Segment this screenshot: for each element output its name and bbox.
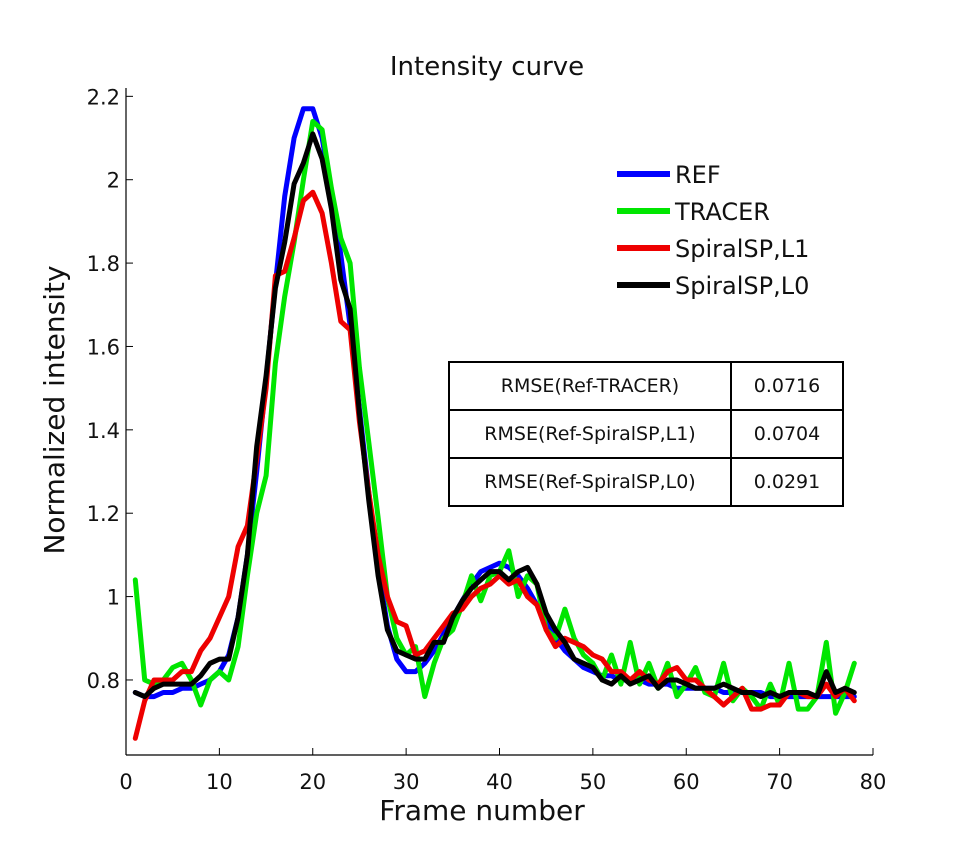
table-cell-label: RMSE(Ref-SpiralSP,L0)	[448, 457, 732, 507]
y-tick-label: 2.2	[87, 85, 120, 109]
rmse-table: RMSE(Ref-TRACER) 0.0716 RMSE(Ref-SpiralS…	[448, 361, 844, 507]
x-tick-label: 80	[860, 770, 887, 794]
table-row: RMSE(Ref-TRACER) 0.0716	[448, 361, 844, 411]
y-axis-label: Normalized intensity	[38, 265, 71, 554]
table-cell-label: RMSE(Ref-SpiralSP,L1)	[448, 409, 732, 459]
x-tick-label: 20	[299, 770, 326, 794]
table-cell-value: 0.0716	[730, 361, 844, 411]
y-tick-label: 1.8	[87, 252, 120, 276]
legend-entry: SpiralSP,L1	[675, 235, 809, 263]
y-tick-label: 1.4	[87, 419, 120, 443]
y-tick-label: 1.6	[87, 335, 120, 359]
y-tick-label: 0.8	[87, 669, 120, 693]
x-tick-label: 60	[673, 770, 700, 794]
x-tick-label: 0	[119, 770, 132, 794]
y-tick-label: 2	[107, 169, 120, 193]
x-tick-label: 70	[766, 770, 793, 794]
x-tick-label: 50	[580, 770, 607, 794]
x-tick-label: 10	[206, 770, 233, 794]
series-line	[132, 131, 857, 700]
legend-entry: REF	[675, 161, 721, 189]
legend-entry: SpiralSP,L0	[675, 272, 809, 300]
x-axis-label: Frame number	[379, 794, 585, 827]
table-cell-label: RMSE(Ref-TRACER)	[448, 361, 732, 411]
table-row: RMSE(Ref-SpiralSP,L0) 0.0291	[448, 457, 844, 507]
table-cell-value: 0.0291	[730, 457, 844, 507]
y-tick-label: 1.2	[87, 502, 120, 526]
legend-entry: TRACER	[674, 198, 770, 226]
table-row: RMSE(Ref-SpiralSP,L1) 0.0704	[448, 409, 844, 459]
chart-title: Intensity curve	[390, 52, 584, 82]
y-tick-label: 1	[107, 586, 120, 610]
table-cell-value: 0.0704	[730, 409, 844, 459]
x-tick-label: 40	[486, 770, 513, 794]
x-tick-label: 30	[393, 770, 420, 794]
